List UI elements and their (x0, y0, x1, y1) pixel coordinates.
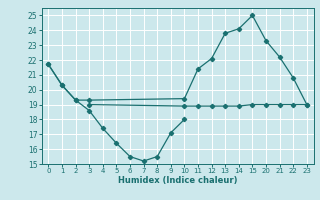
X-axis label: Humidex (Indice chaleur): Humidex (Indice chaleur) (118, 176, 237, 185)
